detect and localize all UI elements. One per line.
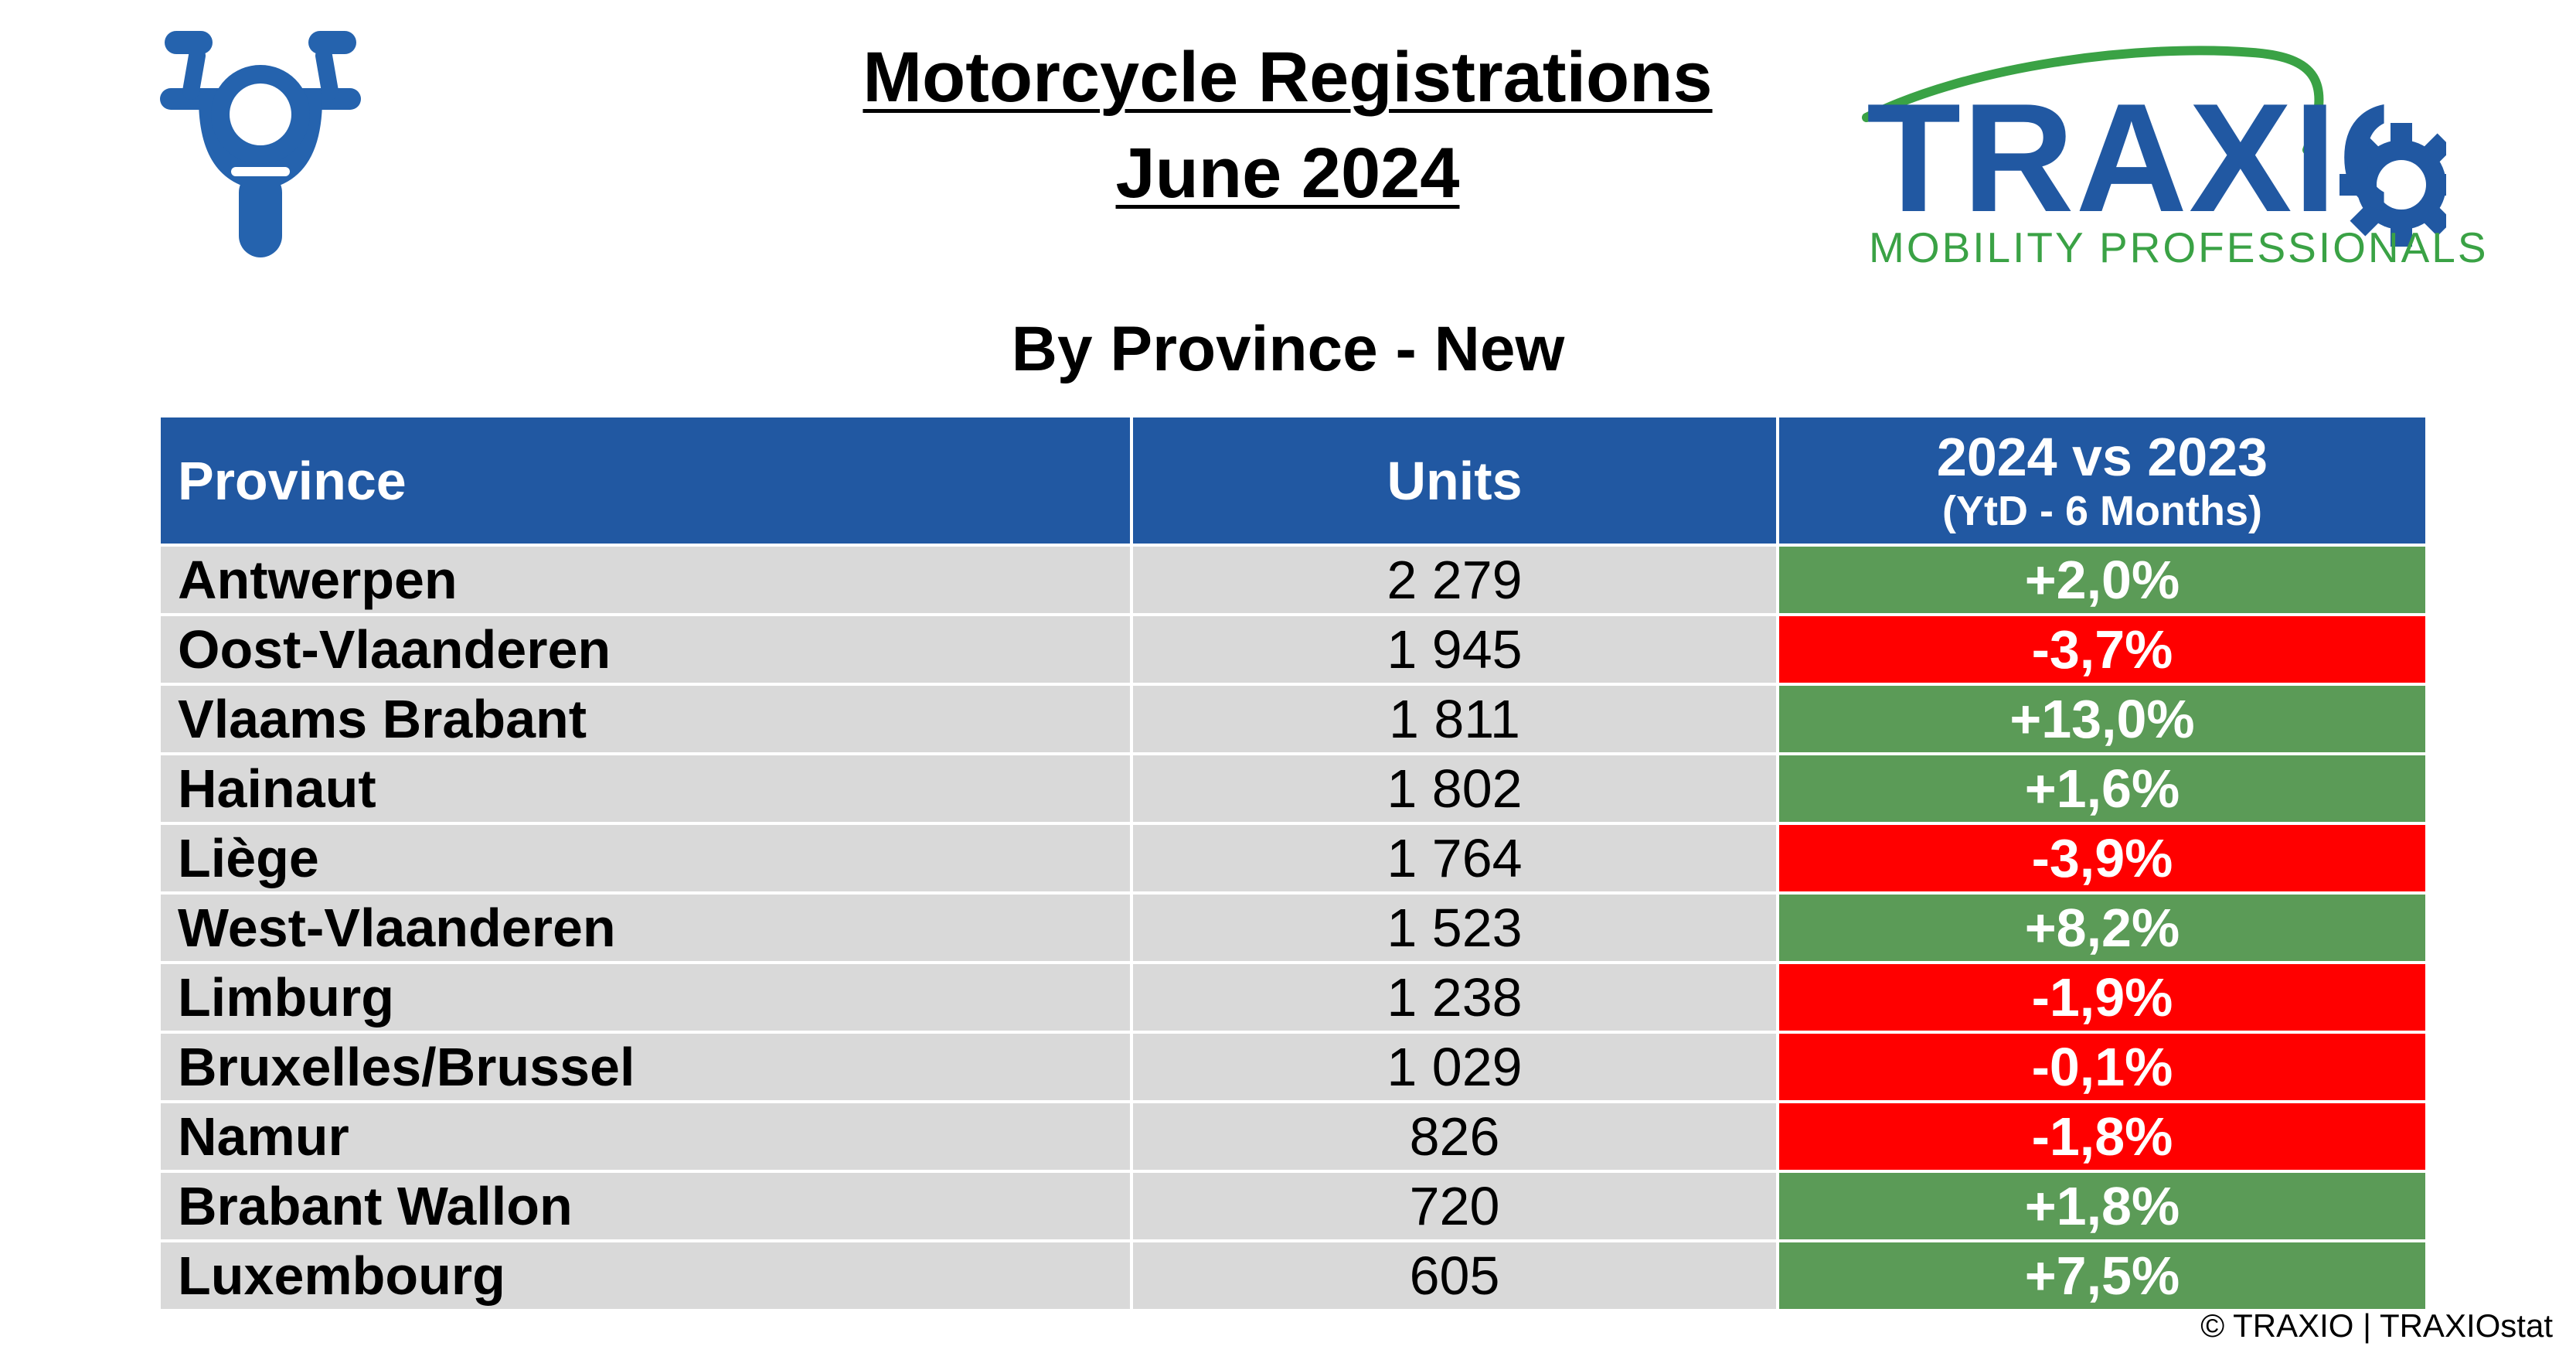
units-cell: 720 bbox=[1131, 1171, 1779, 1242]
units-cell: 1 238 bbox=[1131, 963, 1779, 1034]
units-cell: 605 bbox=[1131, 1241, 1779, 1312]
header-change-main: 2024 vs 2023 bbox=[1936, 426, 2268, 487]
table-row: Oost-Vlaanderen 1 945 -3,7% bbox=[161, 615, 2425, 686]
table-row: Vlaams Brabant 1 811 +13,0% bbox=[161, 684, 2425, 755]
units-cell: 1 802 bbox=[1131, 754, 1779, 825]
table-row: Bruxelles/Brussel 1 029 -0,1% bbox=[161, 1032, 2425, 1103]
change-cell: +8,2% bbox=[1778, 893, 2425, 964]
section-subtitle: By Province - New bbox=[1011, 314, 1565, 384]
province-name-cell: Limburg bbox=[161, 963, 1133, 1034]
change-cell: +2,0% bbox=[1778, 545, 2425, 616]
page-title: Motorcycle Registrations June 2024 bbox=[669, 29, 1906, 221]
units-cell: 1 523 bbox=[1131, 893, 1779, 964]
header-change: 2024 vs 2023 (YtD - 6 Months) bbox=[1778, 417, 2425, 547]
table-row: Limburg 1 238 -1,9% bbox=[161, 963, 2425, 1034]
province-name-cell: West-Vlaanderen bbox=[161, 893, 1133, 964]
header-change-sub: (YtD - 6 Months) bbox=[1942, 487, 2262, 534]
province-name-cell: Namur bbox=[161, 1102, 1133, 1173]
province-name-cell: Luxembourg bbox=[161, 1241, 1133, 1312]
units-cell: 2 279 bbox=[1131, 545, 1779, 616]
change-cell: +13,0% bbox=[1778, 684, 2425, 755]
units-cell: 1 945 bbox=[1131, 615, 1779, 686]
change-cell: +1,8% bbox=[1778, 1171, 2425, 1242]
province-name-cell: Oost-Vlaanderen bbox=[161, 615, 1133, 686]
change-cell: -1,8% bbox=[1778, 1102, 2425, 1173]
change-cell: +7,5% bbox=[1778, 1241, 2425, 1312]
table-row: Antwerpen 2 279 +2,0% bbox=[161, 545, 2425, 616]
change-cell: -3,7% bbox=[1778, 615, 2425, 686]
province-name-cell: Liège bbox=[161, 823, 1133, 895]
table-row: Luxembourg 605 +7,5% bbox=[161, 1241, 2425, 1312]
motorcycle-icon bbox=[160, 28, 361, 260]
units-cell: 1 029 bbox=[1131, 1032, 1779, 1103]
copyright-footer: © TRAXIO | TRAXIOstat bbox=[2200, 1307, 2553, 1344]
logo-tagline: MOBILITY PROFESSIONALS bbox=[1869, 223, 2489, 271]
header-province: Province bbox=[161, 417, 1133, 547]
province-name-cell: Bruxelles/Brussel bbox=[161, 1032, 1133, 1103]
table-row: Namur 826 -1,8% bbox=[161, 1102, 2425, 1173]
table-row: Brabant Wallon 720 +1,8% bbox=[161, 1171, 2425, 1242]
units-cell: 826 bbox=[1131, 1102, 1779, 1173]
units-cell: 1 811 bbox=[1131, 684, 1779, 755]
province-name-cell: Hainaut bbox=[161, 754, 1133, 825]
change-cell: -0,1% bbox=[1778, 1032, 2425, 1103]
province-name-cell: Antwerpen bbox=[161, 545, 1133, 616]
province-name-cell: Vlaams Brabant bbox=[161, 684, 1133, 755]
table-row: Liège 1 764 -3,9% bbox=[161, 823, 2425, 895]
logo-wordmark: TRAXIO bbox=[1866, 72, 2460, 244]
change-cell: -1,9% bbox=[1778, 963, 2425, 1034]
logo-graphic bbox=[1862, 46, 2446, 247]
change-cell: +1,6% bbox=[1778, 754, 2425, 825]
table-row: West-Vlaanderen 1 523 +8,2% bbox=[161, 893, 2425, 964]
title-line-2: June 2024 bbox=[1115, 134, 1460, 213]
province-name-cell: Brabant Wallon bbox=[161, 1171, 1133, 1242]
title-line-1: Motorcycle Registrations bbox=[863, 38, 1713, 117]
units-cell: 1 764 bbox=[1131, 823, 1779, 895]
province-table: Province Units 2024 vs 2023 (YtD - 6 Mon… bbox=[161, 417, 2425, 1312]
header-units: Units bbox=[1131, 417, 1779, 547]
change-cell: -3,9% bbox=[1778, 823, 2425, 895]
table-row: Hainaut 1 802 +1,6% bbox=[161, 754, 2425, 825]
table-header-row: Province Units 2024 vs 2023 (YtD - 6 Mon… bbox=[161, 417, 2425, 547]
